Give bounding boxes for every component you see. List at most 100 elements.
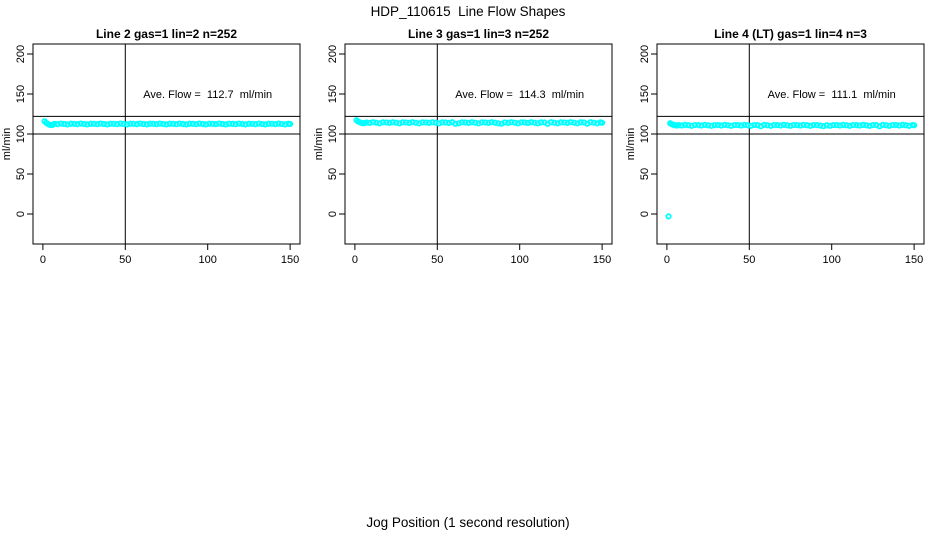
- data-point: [389, 119, 396, 126]
- y-tick-label: 0: [639, 211, 651, 217]
- data-point: [425, 119, 433, 126]
- data-point: [590, 119, 597, 126]
- data-point: [511, 119, 518, 126]
- data-point: [698, 122, 705, 129]
- data-point: [173, 121, 180, 128]
- y-tick-label: 0: [15, 211, 27, 217]
- data-point: [681, 121, 689, 128]
- data-point: [468, 119, 476, 126]
- data-point: [183, 121, 190, 128]
- data-point: [232, 121, 239, 128]
- data-point: [258, 120, 266, 128]
- panel1-plot: 0 50 100 150 0 50 100 150 200 ml/min Ave. Flow = 1…: [1, 43, 301, 266]
- data-point: [826, 122, 834, 129]
- x-tick-label: 100: [511, 254, 529, 266]
- data-point: [179, 120, 187, 128]
- y-tick-label: 200: [639, 45, 651, 63]
- data-point: [508, 119, 515, 126]
- data-point: [123, 121, 131, 128]
- data-point: [150, 120, 157, 127]
- data-point: [570, 119, 578, 126]
- panel3-title: Line 4 (LT) gas=1 lin=4 n=3: [714, 27, 867, 41]
- data-point: [462, 119, 469, 126]
- data-point: [547, 119, 555, 126]
- data-point: [797, 122, 804, 129]
- data-point: [113, 121, 121, 128]
- data-point: [265, 120, 272, 127]
- data-point: [212, 121, 220, 128]
- data-point: [833, 122, 840, 129]
- y-tick-label: 50: [15, 168, 27, 180]
- data-point: [90, 120, 98, 127]
- data-point: [817, 122, 824, 129]
- data-point: [219, 120, 226, 128]
- x-tick-label: 0: [352, 254, 358, 266]
- data-point: [169, 120, 177, 127]
- data-point: [189, 120, 196, 127]
- data-point: [97, 120, 104, 127]
- data-point: [557, 119, 565, 126]
- data-point: [744, 122, 751, 129]
- data-point: [830, 121, 837, 129]
- data-point: [882, 122, 890, 129]
- data-point: [478, 119, 485, 126]
- data-point: [216, 120, 223, 127]
- data-point: [518, 119, 525, 126]
- plot-box: [32, 43, 301, 245]
- data-point: [133, 121, 140, 128]
- data-point: [235, 120, 243, 127]
- data-point: [488, 119, 495, 126]
- data-point: [784, 122, 791, 129]
- data-point: [100, 120, 107, 128]
- data-point: [587, 119, 594, 126]
- y-tick-label: 200: [327, 45, 339, 63]
- data-point: [836, 122, 844, 129]
- data-point: [156, 120, 164, 127]
- data-point: [777, 122, 784, 129]
- data-point: [193, 121, 200, 128]
- x-tick-label: 50: [119, 254, 131, 266]
- data-point: [599, 119, 606, 126]
- data-point: [140, 120, 147, 128]
- data-point: [272, 121, 279, 128]
- data-point: [879, 121, 886, 128]
- data-point: [695, 122, 702, 129]
- data-point: [373, 119, 380, 126]
- data-point: [120, 120, 127, 128]
- x-tick-label: 0: [40, 254, 46, 266]
- x-tick-label: 150: [905, 254, 923, 266]
- data-point: [209, 120, 216, 127]
- data-point: [524, 119, 532, 126]
- y-tick-label: 0: [327, 211, 339, 217]
- data-point: [422, 119, 429, 126]
- data-point: [902, 122, 909, 129]
- y-tick-label: 50: [327, 168, 339, 180]
- data-point: [521, 119, 528, 126]
- data-point: [531, 119, 538, 126]
- data-point: [262, 121, 269, 128]
- data-point: [54, 121, 61, 128]
- data-point: [731, 121, 738, 129]
- data-point: [163, 121, 170, 128]
- data-point: [249, 120, 256, 127]
- data-point: [402, 119, 410, 126]
- data-point: [704, 122, 712, 129]
- data-point: [64, 121, 71, 128]
- data-point: [896, 122, 903, 129]
- data-point: [127, 120, 134, 127]
- data-point: [859, 121, 867, 128]
- data-point: [419, 119, 426, 126]
- data-point: [363, 119, 370, 126]
- data-point: [675, 122, 682, 129]
- data-point: [761, 121, 768, 128]
- data-point: [734, 122, 741, 129]
- data-point: [74, 121, 81, 128]
- data-point: [166, 120, 173, 127]
- data-point: [911, 122, 918, 129]
- y-tick-label: 100: [327, 125, 339, 143]
- data-point: [239, 120, 246, 128]
- data-point: [485, 119, 492, 126]
- plot-box: [344, 43, 613, 245]
- data-point: [840, 121, 847, 128]
- data-point: [665, 213, 672, 220]
